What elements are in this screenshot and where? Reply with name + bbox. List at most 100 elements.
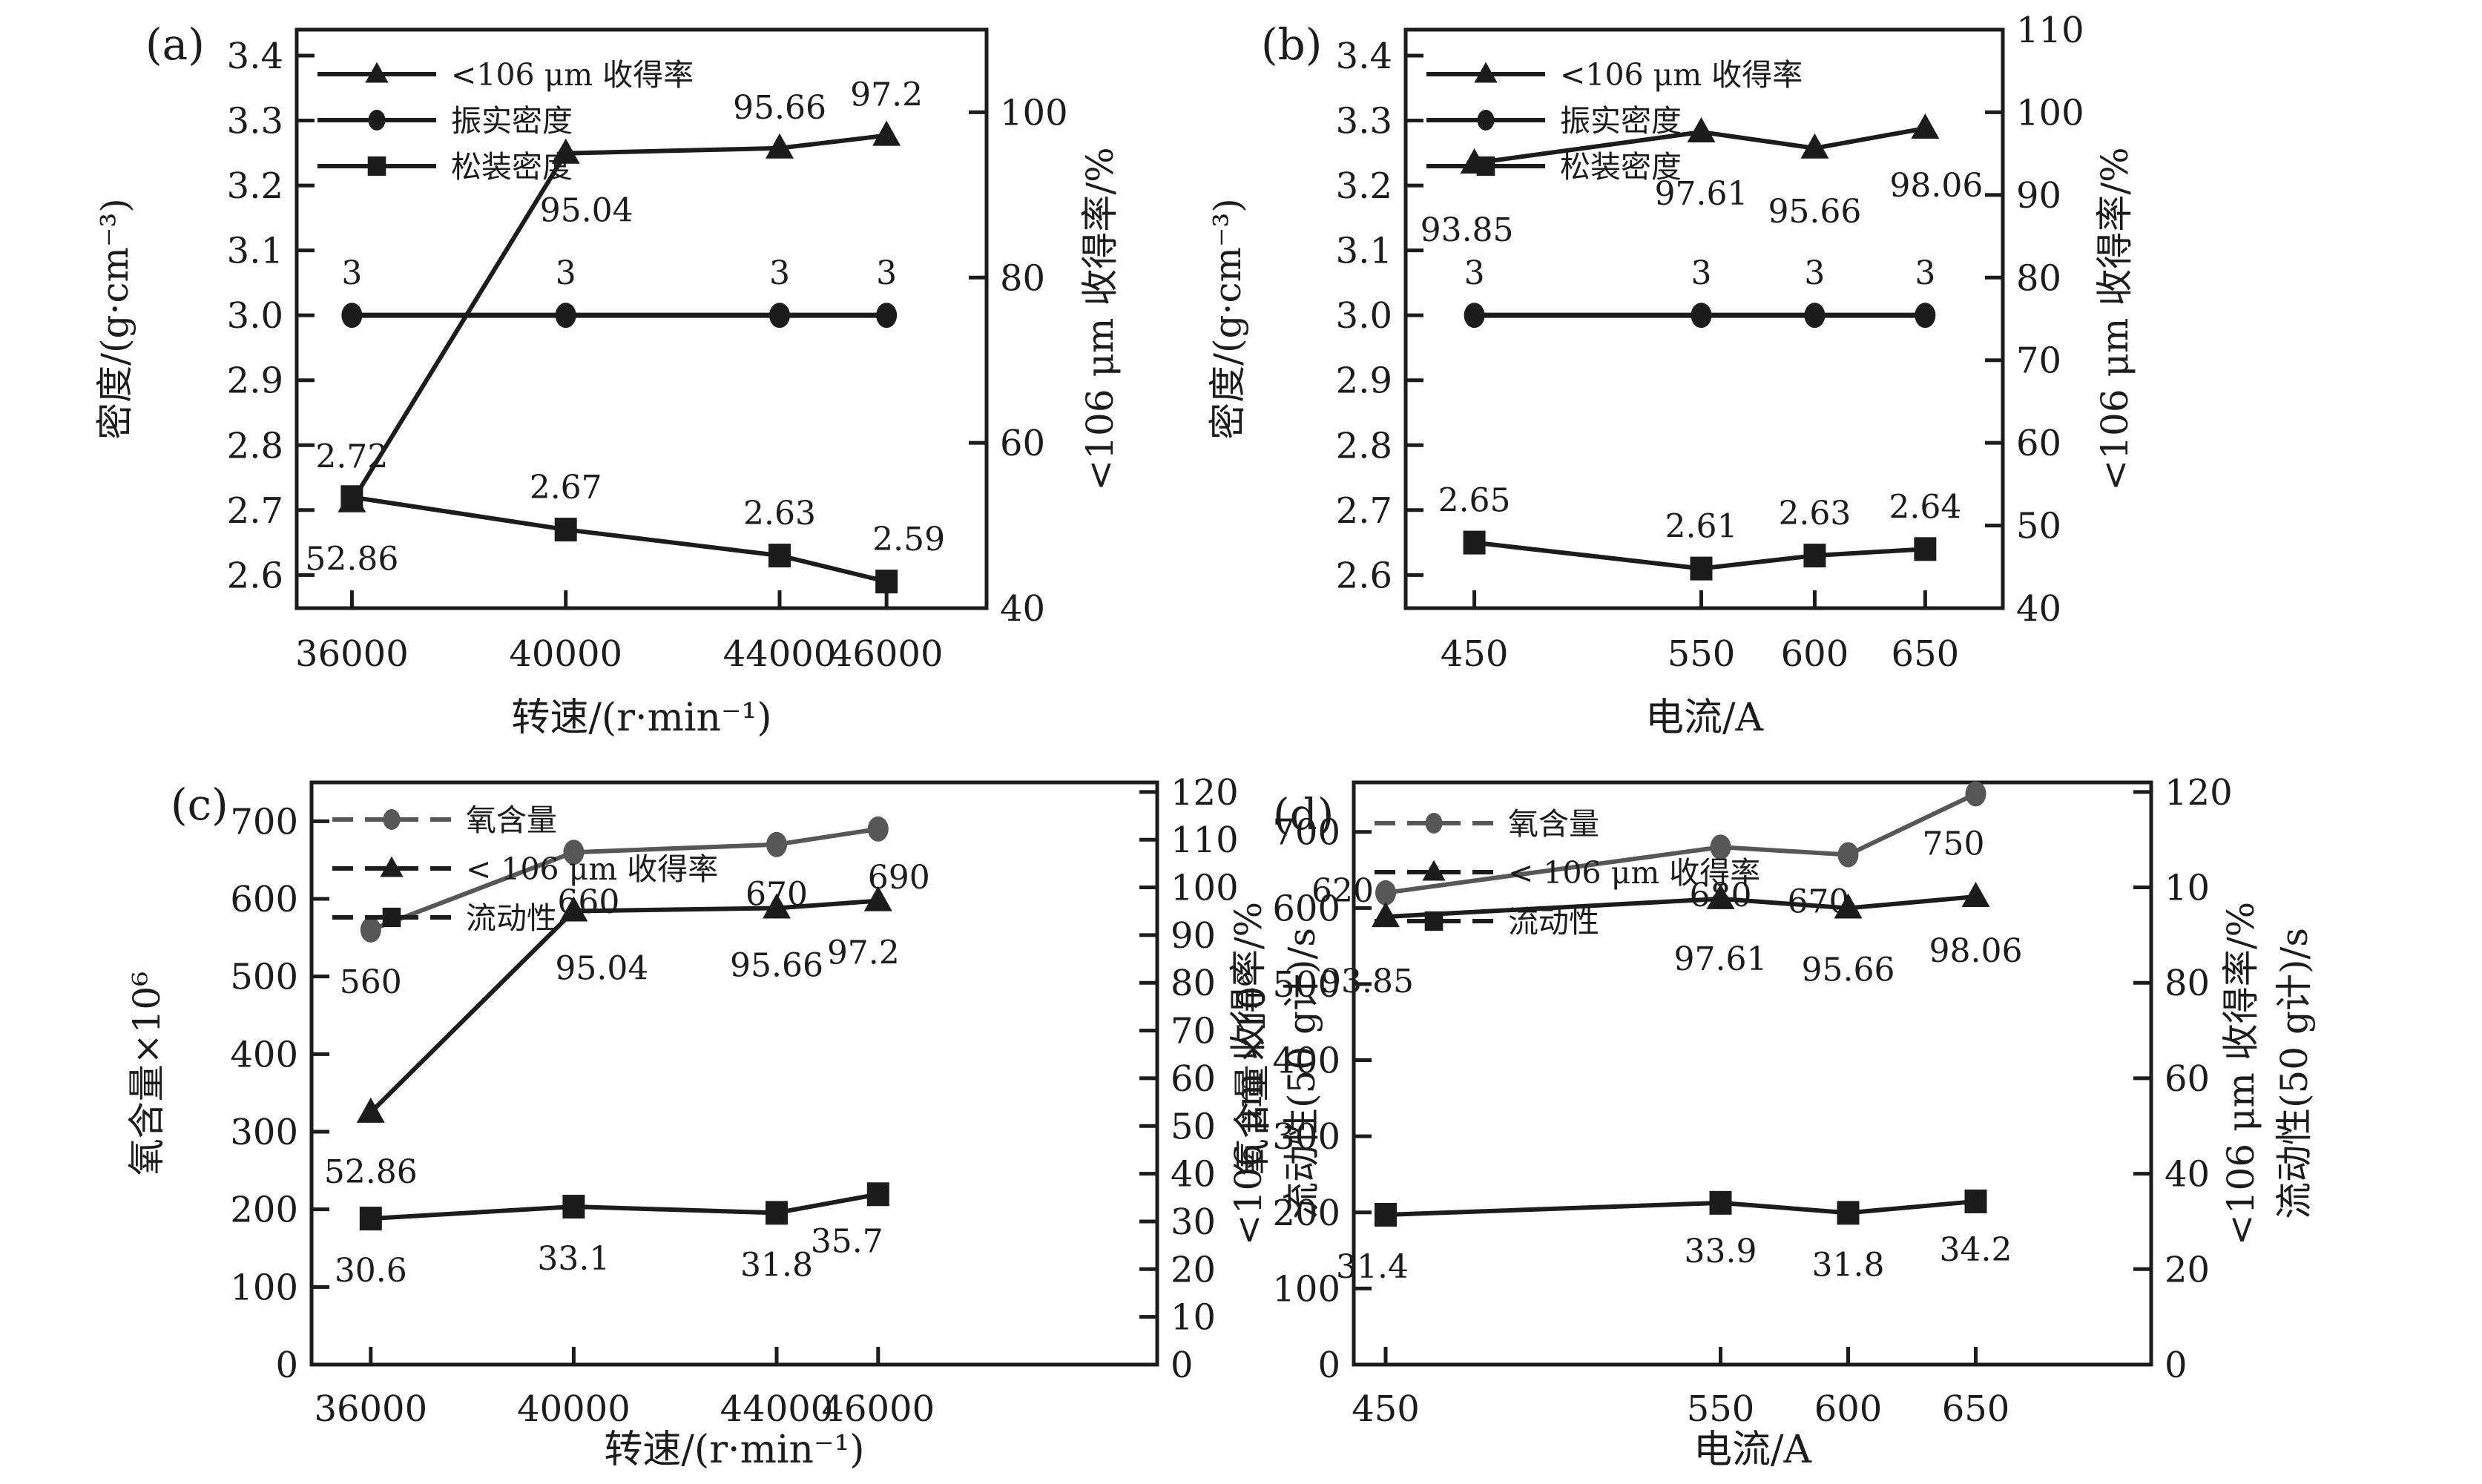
point-value-label: 95.04: [555, 949, 648, 987]
y-left-tick-label: 2.8: [1336, 425, 1392, 466]
y-right-tick-label: 60: [2016, 423, 2061, 464]
point-value-label: 2.61: [1665, 508, 1737, 546]
circle-marker: [555, 303, 576, 329]
y-left-tick-label: 2.6: [1336, 555, 1392, 596]
y-left-tick-label: 3.3: [1336, 101, 1392, 142]
y-right-tick-label: 90: [2016, 175, 2061, 217]
triangle-marker: [1961, 882, 1990, 908]
point-value-label: 560: [340, 963, 402, 1001]
x-tick-label: 650: [1892, 633, 1960, 675]
y-left-tick-label: 3.0: [227, 295, 283, 337]
triangle-marker: [1911, 113, 1940, 139]
square-marker: [1690, 556, 1713, 581]
circle-marker: [1710, 834, 1731, 860]
point-value-label: 31.4: [1336, 1248, 1409, 1286]
square-marker: [1375, 1202, 1397, 1227]
square-icon: [1476, 156, 1495, 177]
series-line: [1385, 791, 1977, 895]
series-line: [1474, 540, 1926, 571]
y-right-tick-label: 40: [1171, 1154, 1216, 1196]
series-line: [1385, 1198, 1976, 1217]
y-left-tick-label: 200: [1272, 1193, 1340, 1234]
y-left-axis-title: 密度/(g·cm⁻³): [1206, 198, 1249, 440]
x-axis-title: 电流/A: [1693, 1428, 1813, 1472]
y-left-tick-label: 3.3: [227, 101, 283, 142]
point-value-label: 98.06: [1929, 932, 2023, 970]
y-left-tick-label: 0: [1317, 1345, 1340, 1386]
triangle-marker: [1834, 893, 1863, 919]
x-tick-label: 40000: [517, 1388, 631, 1430]
series-line: [369, 826, 879, 932]
series-square: 31.4 33.9 31.8 34.2: [1336, 1189, 2012, 1286]
square-marker: [340, 485, 363, 509]
y-left-tick-label: 3.2: [1336, 165, 1392, 207]
y-right-tick-label: 100: [1171, 868, 1239, 909]
point-value-label: 52.86: [324, 1153, 418, 1191]
circle-marker: [1375, 880, 1396, 906]
series-triangle: 93.85 97.61 95.66 98.06: [1421, 113, 1983, 249]
point-value-label: 97.61: [1654, 175, 1748, 213]
square-icon: [382, 907, 401, 928]
circle-marker: [1804, 303, 1826, 329]
y-left-tick-label: 100: [1272, 1268, 1340, 1310]
point-value-label: 2.65: [1438, 482, 1511, 520]
point-value-label: 95.04: [540, 192, 633, 230]
y-right-tick-label: 60: [1000, 423, 1045, 464]
point-value-label: 52.86: [305, 541, 398, 578]
series-line: [349, 133, 887, 504]
y-right-tick-label: 10: [1171, 1297, 1216, 1339]
y-right-tick-label: 80: [1000, 257, 1045, 299]
y-right-tick-label: 70: [2016, 340, 2061, 382]
y-right-axis-title: <106 μm 收得率/%: [1079, 147, 1122, 490]
square-marker: [1463, 530, 1486, 555]
point-value-label: 31.8: [1812, 1246, 1885, 1284]
series-line: [369, 898, 879, 1115]
series-circle: 3 3 3 3: [341, 254, 898, 329]
x-tick-label: 450: [1352, 1388, 1420, 1430]
square-marker: [1964, 1189, 1987, 1213]
point-value-label: 95.66: [1768, 193, 1861, 231]
legend-item-label: 氧含量: [1508, 806, 1599, 842]
point-value-label: 3: [1464, 254, 1485, 292]
panel-c: (c) 7006005004003002001000120110100908070…: [125, 772, 1323, 1472]
point-value-label: 35.7: [811, 1222, 883, 1260]
circle-marker: [1965, 781, 1986, 807]
triangle-icon: [1474, 62, 1498, 83]
y-left-tick-label: 500: [230, 957, 298, 998]
y-left-tick-label: 100: [230, 1267, 298, 1308]
circle-icon: [1425, 813, 1443, 834]
point-value-label: 95.66: [733, 89, 826, 127]
y-left-tick-label: 2.6: [227, 555, 283, 596]
point-value-label: 33.9: [1685, 1233, 1757, 1270]
x-tick-label: 450: [1441, 633, 1509, 675]
series-line: [370, 1192, 879, 1221]
point-value-label: 2.72: [315, 438, 388, 475]
y-left-tick-label: 600: [1272, 888, 1340, 929]
y-left-tick-label: 3.4: [1336, 36, 1392, 77]
legend-item-label: <106 μm 收得率: [1560, 57, 1803, 93]
square-marker: [866, 1182, 889, 1207]
square-icon: [1424, 911, 1444, 931]
panel-tag-d: (d): [1273, 789, 1334, 840]
plot-border: [1352, 780, 2153, 1367]
y-right-tick-label: 90: [1171, 915, 1216, 957]
circle-marker: [766, 831, 787, 857]
y-right-tick-label: 70: [1171, 1011, 1216, 1052]
y-right-tick-label: 20: [2165, 1249, 2210, 1290]
triangle-marker: [766, 133, 794, 159]
legend-item-label: 流动性: [1508, 904, 1599, 940]
triangle-marker: [863, 886, 892, 911]
y-left-tick-label: 700: [230, 801, 298, 842]
y-right-axis-title: <106 μm 收得率/%: [2219, 902, 2262, 1245]
plot-border: [309, 780, 1159, 1367]
x-tick-label: 650: [1942, 1388, 2010, 1430]
y-right-tick-label: 110: [2016, 10, 2084, 51]
y-right-tick-label: 60: [1171, 1058, 1216, 1100]
y-left-tick-label: 3.4: [227, 36, 283, 77]
plot-border: [1403, 27, 2005, 610]
y-right-tick-label: 100: [1000, 92, 1068, 133]
